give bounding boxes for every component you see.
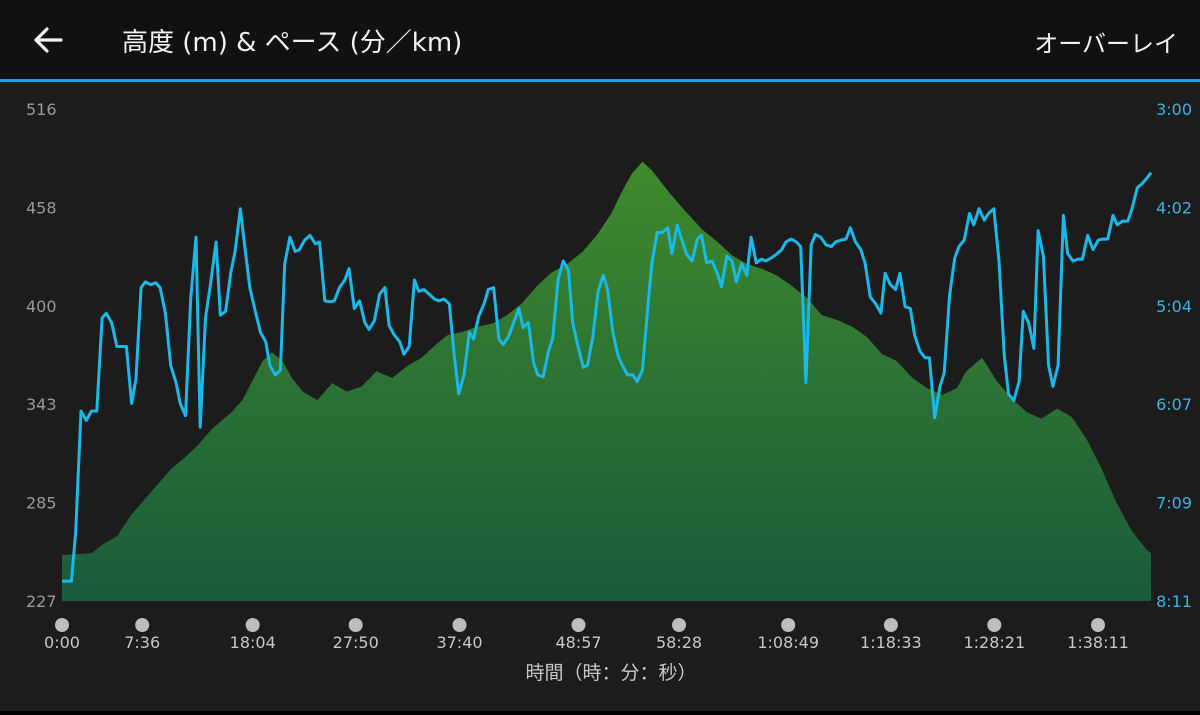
elevation-area [62,161,1151,602]
x-axis-tick-dot [987,618,1002,632]
back-button[interactable] [24,18,72,62]
x-axis-tick-dot [781,618,796,632]
x-axis-tick-label: 0:00 [44,633,80,652]
page-title: 高度 (m) & ペース (分／km) [122,28,463,58]
x-axis-tick-dot [672,618,686,632]
elevation-pace-chart: 516 458 400 343 285 227 3:00 4:02 5:04 6:07 7:09 8… [26,100,1192,684]
x-axis-tick-dot [55,618,69,632]
right-axis-tick-label: 7:09 [1156,494,1192,513]
x-axis-label: 時間（時：分：秒） [525,662,696,684]
x-axis-tick-dot [348,618,363,632]
left-axis-tick-label: 343 [26,395,57,414]
x-axis-tick-label: 18:04 [230,633,276,652]
x-axis-tick-label: 58:28 [656,633,702,652]
x-axis-tick-label: 48:57 [555,633,601,652]
overlay-button[interactable]: オーバーレイ [1034,30,1178,58]
left-axis-tick-label: 400 [26,297,57,316]
right-axis-tick-label: 4:02 [1156,198,1192,217]
x-axis-tick-dot [1091,618,1105,632]
right-axis-tick-label: 3:00 [1156,100,1192,119]
left-axis-tick-label: 458 [26,198,57,217]
chart-area: 516 458 400 343 285 227 3:00 4:02 5:04 6:07 7:09 8… [0,82,1200,711]
x-axis-tick-label: 1:38:11 [1067,633,1129,652]
x-axis-tick-label: 1:18:33 [860,633,922,652]
pace-line [62,171,1153,583]
x-axis-tick-dot [571,618,586,632]
left-axis-tick-label: 516 [26,100,57,119]
x-axis-tick-label: 7:36 [124,633,160,652]
left-axis-tick-label: 285 [26,494,57,513]
app-header: 高度 (m) & ペース (分／km) オーバーレイ [0,0,1200,82]
x-axis-tick-dot [452,618,467,632]
x-axis-tick-dot [245,618,260,632]
x-axis-tick-label: 37:40 [436,633,482,652]
x-axis-tick-label: 1:28:21 [963,633,1025,652]
x-axis-tick-dot [883,618,898,632]
right-axis-tick-label: 5:04 [1156,297,1192,316]
right-axis-tick-label: 8:11 [1156,592,1192,611]
x-axis-tick-dot [135,618,150,632]
x-axis-tick-label: 27:50 [333,633,379,652]
arrow-left-icon [34,27,63,53]
left-axis-tick-label: 227 [26,592,57,611]
x-axis-tick-label: 1:08:49 [757,633,819,652]
right-axis-tick-label: 6:07 [1156,395,1192,414]
